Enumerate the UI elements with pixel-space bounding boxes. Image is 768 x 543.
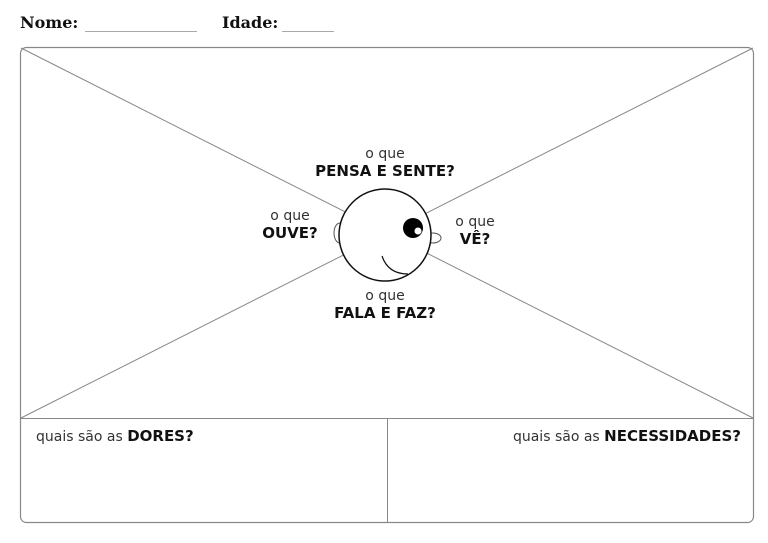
pains-label: quais são as DORES? [36,427,194,445]
see-title: VÊ? [459,230,491,248]
eye-highlight [414,227,422,235]
hear-label: o que OUVE? [250,208,330,242]
see-label: o que VÊ? [442,214,508,248]
think-label: o que PENSA E SENTE? [300,146,470,180]
say-title: FALA E FAZ? [334,304,436,322]
age-label: Idade: [222,13,279,32]
hear-prefix: o que [270,208,310,224]
needs-title: NECESSIDADES? [604,427,741,445]
name-label: Nome: [20,13,79,32]
head [338,188,432,282]
mouth [381,255,409,275]
think-prefix: o que [365,146,405,162]
name-field[interactable] [85,31,197,32]
say-prefix: o que [365,288,405,304]
say-label: o que FALA E FAZ? [310,288,460,322]
pains-prefix: quais são as [36,429,123,445]
outer-border [19,46,755,524]
needs-prefix: quais são as [512,429,600,445]
age-field[interactable] [282,31,334,32]
eye [403,218,423,238]
face-icon [333,188,442,282]
hear-title: OUVE? [262,224,318,242]
pains-title: DORES? [127,427,194,445]
needs-label: quais são as NECESSIDADES? [513,427,741,445]
see-prefix: o que [455,214,495,230]
think-title: PENSA E SENTE? [315,162,455,180]
